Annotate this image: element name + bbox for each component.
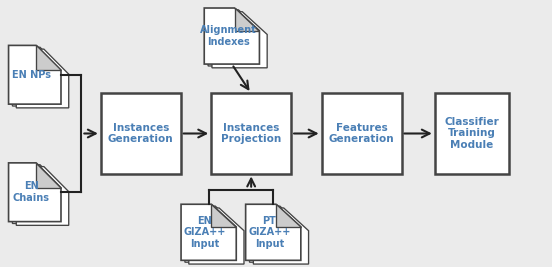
Polygon shape (17, 167, 69, 225)
Text: Classifier
Training
Module: Classifier Training Module (444, 117, 500, 150)
Text: Alignment
Indexes: Alignment Indexes (200, 25, 257, 47)
Polygon shape (36, 163, 61, 188)
Text: Features
Generation: Features Generation (329, 123, 394, 144)
Polygon shape (208, 10, 263, 66)
Text: Instances
Generation: Instances Generation (108, 123, 173, 144)
Polygon shape (211, 204, 236, 227)
Polygon shape (250, 206, 305, 262)
Polygon shape (8, 45, 61, 104)
FancyBboxPatch shape (321, 93, 402, 174)
Polygon shape (235, 8, 259, 31)
Polygon shape (246, 204, 301, 260)
Polygon shape (12, 47, 65, 106)
Polygon shape (36, 45, 61, 70)
Polygon shape (17, 49, 69, 108)
FancyBboxPatch shape (100, 93, 181, 174)
Polygon shape (212, 12, 267, 68)
Polygon shape (276, 204, 301, 227)
Polygon shape (185, 206, 240, 262)
Text: EN
Chains: EN Chains (13, 182, 50, 203)
Polygon shape (189, 208, 244, 264)
Polygon shape (181, 204, 236, 260)
Polygon shape (8, 163, 61, 222)
Polygon shape (204, 8, 259, 64)
Text: PT
GIZA++
Input: PT GIZA++ Input (248, 216, 291, 249)
FancyBboxPatch shape (211, 93, 291, 174)
FancyBboxPatch shape (435, 93, 509, 174)
Polygon shape (12, 165, 65, 223)
Text: Instances
Projection: Instances Projection (221, 123, 282, 144)
Polygon shape (253, 208, 309, 264)
Text: EN NPs: EN NPs (12, 70, 51, 80)
Text: EN
GIZA++
Input: EN GIZA++ Input (184, 216, 226, 249)
